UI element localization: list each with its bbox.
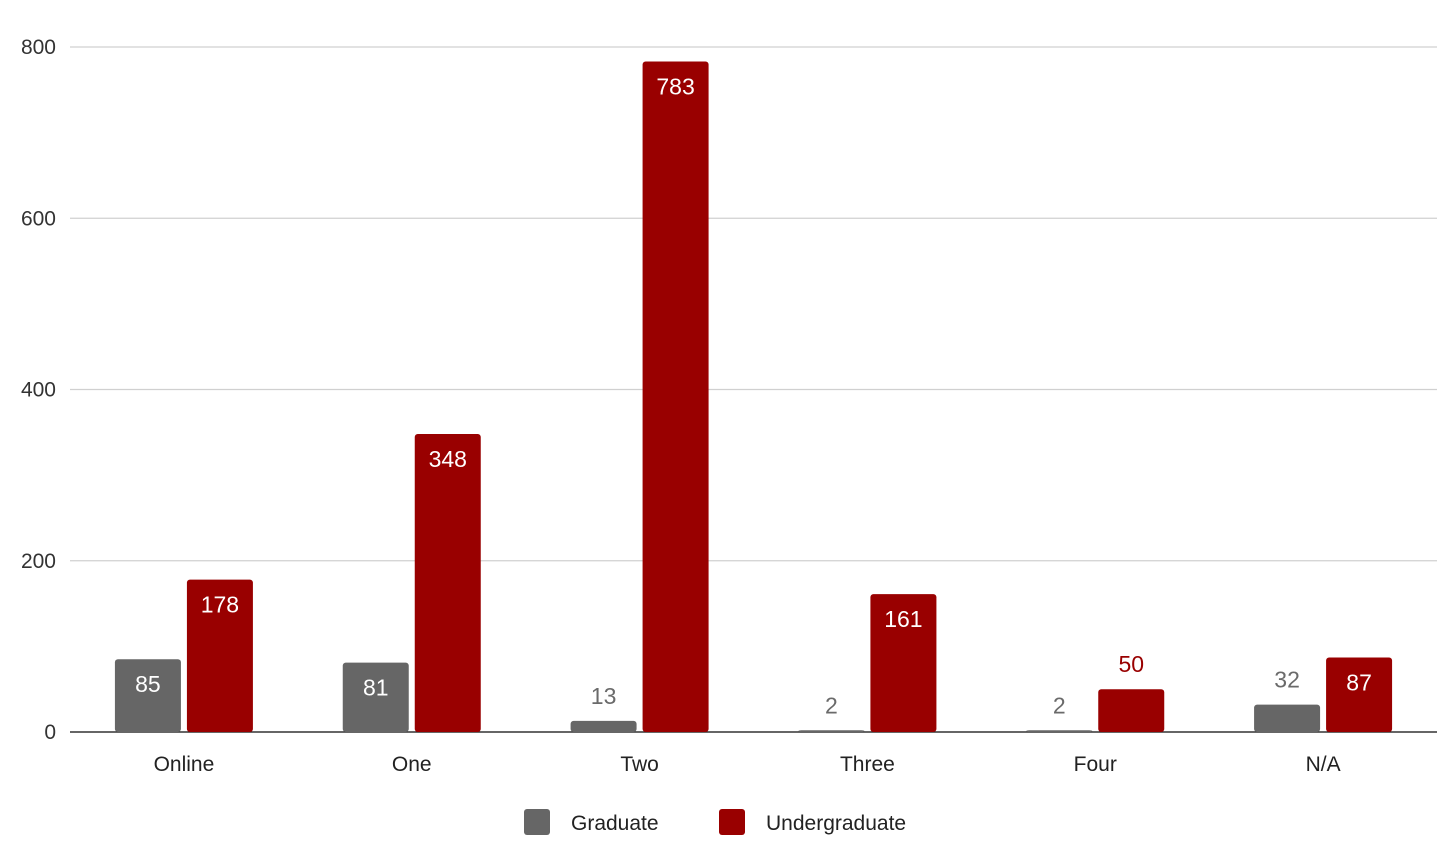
x-tick-label: Four bbox=[1074, 753, 1117, 776]
bar-graduate-4 bbox=[1026, 730, 1093, 732]
legend-label-undergraduate: Undergraduate bbox=[766, 812, 906, 835]
legend: Graduate Undergraduate bbox=[524, 809, 906, 835]
bar-undergraduate-2 bbox=[642, 61, 709, 732]
bar-graduate-5 bbox=[1254, 704, 1321, 732]
legend-swatch-graduate bbox=[524, 809, 550, 835]
x-tick-label: N/A bbox=[1306, 753, 1341, 776]
y-tick-label: 800 bbox=[21, 36, 56, 59]
x-tick-label: Three bbox=[840, 753, 895, 776]
gridlines bbox=[70, 46, 1437, 733]
x-tick-label: Two bbox=[620, 753, 659, 776]
bar-graduate-3 bbox=[798, 730, 865, 732]
data-labels: 85 178 81 348 13 783 2 161 2 50 32 87 bbox=[135, 74, 1372, 719]
bar-graduate-2 bbox=[570, 720, 637, 732]
x-axis-ticks: Online One Two Three Four N/A bbox=[154, 753, 1341, 776]
data-label-undergraduate: 87 bbox=[1346, 670, 1372, 696]
data-label-graduate: 2 bbox=[1053, 692, 1066, 718]
bar-graduate-1 bbox=[342, 662, 409, 732]
data-label-undergraduate: 178 bbox=[201, 592, 239, 618]
data-label-undergraduate: 348 bbox=[429, 446, 467, 472]
bar-undergraduate-3 bbox=[870, 594, 937, 732]
y-tick-label: 400 bbox=[21, 379, 56, 402]
x-tick-label: One bbox=[392, 753, 432, 776]
y-tick-label: 600 bbox=[21, 207, 56, 230]
x-tick-label: Online bbox=[154, 753, 215, 776]
y-axis-ticks: 0 200 400 600 800 bbox=[21, 36, 56, 744]
data-label-graduate: 2 bbox=[825, 692, 838, 718]
data-label-graduate: 85 bbox=[135, 671, 161, 697]
data-label-undergraduate: 161 bbox=[884, 606, 922, 632]
bar-graduate-0 bbox=[114, 659, 181, 732]
bars bbox=[114, 61, 1393, 732]
bar-undergraduate-4 bbox=[1098, 689, 1165, 732]
data-label-graduate: 32 bbox=[1274, 667, 1300, 693]
bar-undergraduate-1 bbox=[414, 434, 481, 732]
data-label-graduate: 81 bbox=[363, 675, 389, 701]
y-tick-label: 200 bbox=[21, 550, 56, 573]
y-tick-label: 0 bbox=[44, 721, 56, 744]
data-label-undergraduate: 50 bbox=[1118, 651, 1144, 677]
bar-undergraduate-0 bbox=[186, 579, 253, 732]
bar-undergraduate-5 bbox=[1326, 657, 1393, 732]
data-label-graduate: 13 bbox=[591, 683, 617, 709]
data-label-undergraduate: 783 bbox=[656, 74, 694, 100]
legend-swatch-undergraduate bbox=[719, 809, 745, 835]
legend-label-graduate: Graduate bbox=[571, 812, 659, 835]
